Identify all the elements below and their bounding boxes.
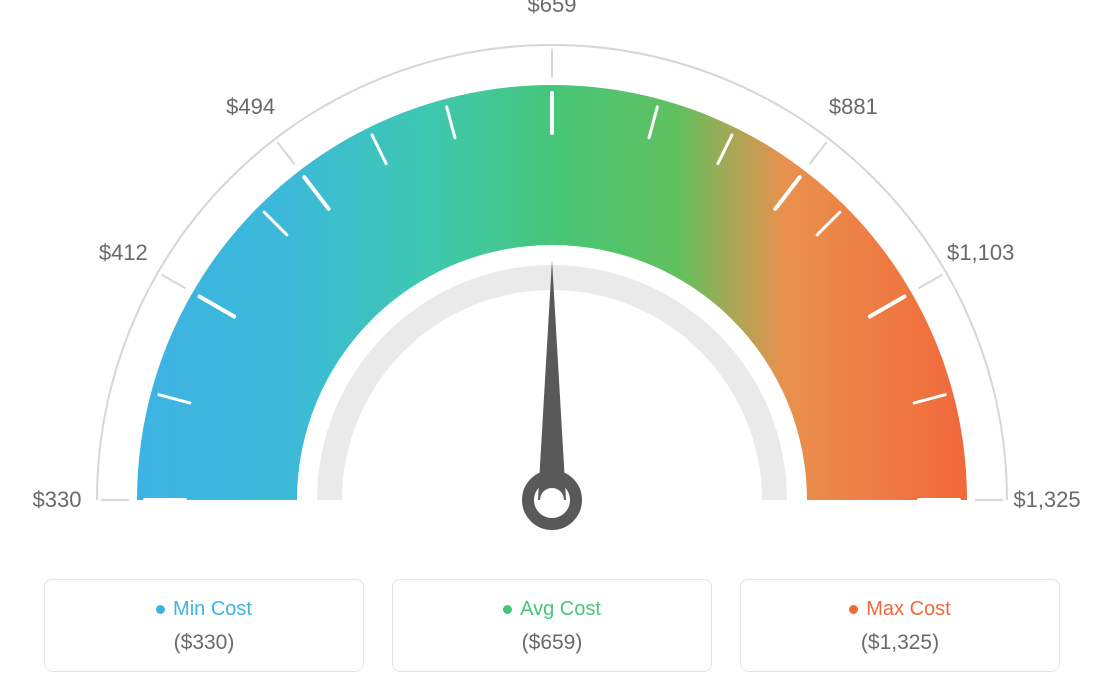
legend-title-max: Max Cost xyxy=(849,598,950,621)
legend-card-min: Min Cost ($330) xyxy=(44,579,364,672)
gauge-tick-label: $412 xyxy=(99,240,148,266)
legend-value-max: ($1,325) xyxy=(751,631,1049,655)
gauge-tick-label: $1,325 xyxy=(1013,487,1080,513)
dot-icon xyxy=(849,605,858,614)
legend-card-avg: Avg Cost ($659) xyxy=(392,579,712,672)
dot-icon xyxy=(503,605,512,614)
legend-label: Min Cost xyxy=(173,598,252,621)
gauge-svg xyxy=(0,0,1104,560)
legend-title-min: Min Cost xyxy=(156,598,252,621)
legend-row: Min Cost ($330) Avg Cost ($659) Max Cost… xyxy=(0,579,1104,672)
legend-value-min: ($330) xyxy=(55,631,353,655)
gauge-tick-label: $659 xyxy=(528,0,577,18)
legend-label: Max Cost xyxy=(866,598,950,621)
legend-value-avg: ($659) xyxy=(403,631,701,655)
gauge-tick-label: $1,103 xyxy=(947,240,1014,266)
gauge-tick-label: $881 xyxy=(829,94,878,120)
legend-title-avg: Avg Cost xyxy=(503,598,601,621)
cost-gauge: $330 $412 $494 $659 $881 $1,103 $1,325 xyxy=(0,0,1104,560)
dot-icon xyxy=(156,605,165,614)
gauge-tick-label: $494 xyxy=(226,94,275,120)
legend-label: Avg Cost xyxy=(520,598,601,621)
gauge-tick-label: $330 xyxy=(33,487,82,513)
legend-card-max: Max Cost ($1,325) xyxy=(740,579,1060,672)
